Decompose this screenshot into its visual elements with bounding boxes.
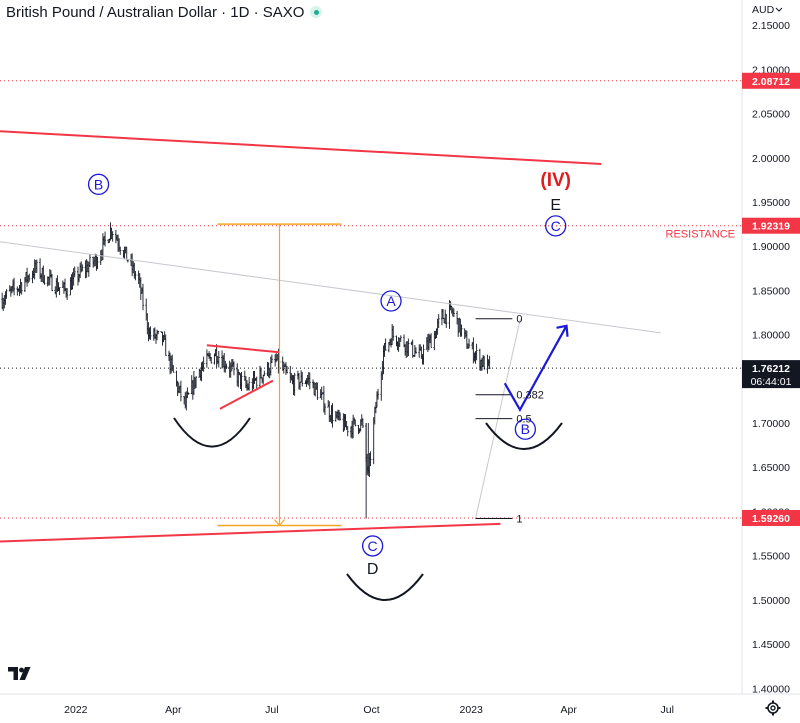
projection-arrowhead: [556, 324, 569, 337]
triangle-bottom-trendline: [219, 379, 274, 410]
wave-label: B: [94, 176, 103, 192]
price-tag-label: 1.92319: [752, 221, 790, 233]
price-tick-label: 1.45000: [752, 639, 790, 651]
wave-label-circle: [380, 290, 402, 312]
last-price-label: 1.76212: [752, 363, 790, 375]
fib-level-label: 1: [516, 514, 522, 526]
symbol-title: British Pound / Australian Dollar · 1D ·…: [6, 4, 305, 21]
price-tag-label: 2.08712: [752, 76, 790, 88]
time-tick-label: Jul: [661, 704, 674, 716]
lower-channel-trendline: [0, 522, 501, 543]
resistance-label: RESISTANCE: [666, 229, 735, 241]
time-axis-bg: [0, 694, 742, 718]
fib-level-label: 0: [516, 314, 522, 326]
time-tick-label: 2022: [64, 704, 88, 716]
price-tag: [742, 509, 800, 526]
price-tag: [742, 72, 800, 89]
wave-label: (IV): [540, 170, 571, 191]
measure-arrow: [274, 519, 285, 527]
chevron-down-icon: [775, 7, 783, 12]
smile-curve: [485, 422, 563, 450]
last-price-tag: [742, 360, 800, 389]
price-tick-label: 1.40000: [752, 683, 790, 695]
b-d-line-trendline: [0, 241, 661, 334]
time-tick-label: Apr: [165, 704, 182, 716]
price-axis-bg: [742, 0, 800, 718]
wave-label: C: [551, 218, 561, 234]
tradingview-logo-icon[interactable]: [6, 664, 32, 684]
wave-label-circle: [545, 215, 567, 237]
wave-label: C: [368, 538, 378, 554]
wave-label: A: [386, 293, 396, 309]
price-tick-label: 1.95000: [752, 197, 790, 209]
price-tick-label: 1.80000: [752, 330, 790, 342]
price-tick-label: 1.90000: [752, 241, 790, 253]
symbol-header[interactable]: British Pound / Australian Dollar · 1D ·…: [6, 4, 323, 21]
countdown-label: 06:44:01: [751, 376, 792, 388]
currency-label: AUD: [752, 4, 775, 16]
wave-label-circle: [361, 535, 384, 557]
price-tick-label: 1.50000: [752, 595, 790, 607]
market-open-dot-icon: [310, 6, 323, 18]
time-tick-label: Oct: [363, 704, 379, 716]
price-tick-label: 1.85000: [752, 285, 790, 297]
price-tick-label: 1.55000: [752, 551, 790, 563]
wave-label-circle: [87, 173, 110, 195]
smile-curve: [346, 573, 424, 601]
time-tick-label: Apr: [561, 704, 578, 716]
projection-path: [503, 325, 568, 413]
time-tick-label: 2023: [460, 704, 484, 716]
price-tag: [742, 217, 800, 234]
time-tick-label: Jul: [265, 704, 278, 716]
smile-curve: [173, 417, 251, 448]
wave-label-circle: [514, 418, 537, 440]
wave-label: B: [521, 421, 530, 437]
wave-label: D: [367, 561, 379, 578]
price-axis: AUD2.150002.100002.050002.000001.950001.…: [741, 0, 800, 718]
upper-channel-trendline: [0, 130, 602, 165]
wave-label: E: [550, 197, 561, 214]
price-tick-label: 2.05000: [752, 109, 790, 121]
candlesticks: [1, 222, 491, 519]
fib-level-label: 0.382: [516, 390, 544, 402]
price-tick-label: 2.15000: [752, 20, 790, 32]
price-tick-label: 1.65000: [752, 462, 790, 474]
drawings: [0, 80, 742, 601]
triangle-top-trendline: [206, 344, 280, 354]
price-tag-label: 1.59260: [752, 513, 790, 525]
price-tick-label: 2.00000: [752, 153, 790, 165]
price-tick-label: 1.70000: [752, 418, 790, 430]
time-axis: 2022 Apr Jul Oct 2023 Apr Jul: [0, 693, 800, 718]
gear-icon[interactable]: [765, 700, 781, 716]
